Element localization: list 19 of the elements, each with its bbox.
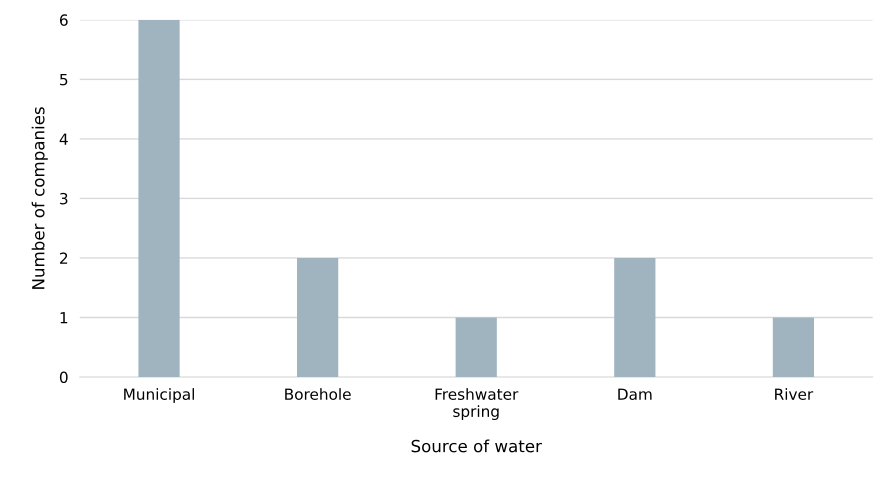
bar xyxy=(456,318,497,378)
y-tick-label: 4 xyxy=(60,134,68,145)
y-tick-label: 5 xyxy=(60,74,68,86)
y-tick-label: 6 xyxy=(60,14,68,26)
x-tick-label: Freshwater spring xyxy=(436,388,518,420)
bar xyxy=(138,20,180,378)
y-tick-label: 0 xyxy=(60,372,68,384)
x-tick-label: Municipal xyxy=(124,388,194,403)
bar xyxy=(297,258,338,378)
bar xyxy=(614,258,656,378)
y-tick-label: 2 xyxy=(60,252,68,264)
y-tick-label: 1 xyxy=(60,312,68,324)
y-axis-title: Number of companies xyxy=(32,107,48,289)
y-tick-label: 3 xyxy=(60,192,68,204)
x-tick-label: Borehole xyxy=(285,388,351,400)
x-tick-label: River xyxy=(775,388,814,400)
x-tick-label: Dam xyxy=(618,388,652,400)
bar xyxy=(772,318,814,378)
x-axis-title: Source of water xyxy=(412,439,542,452)
